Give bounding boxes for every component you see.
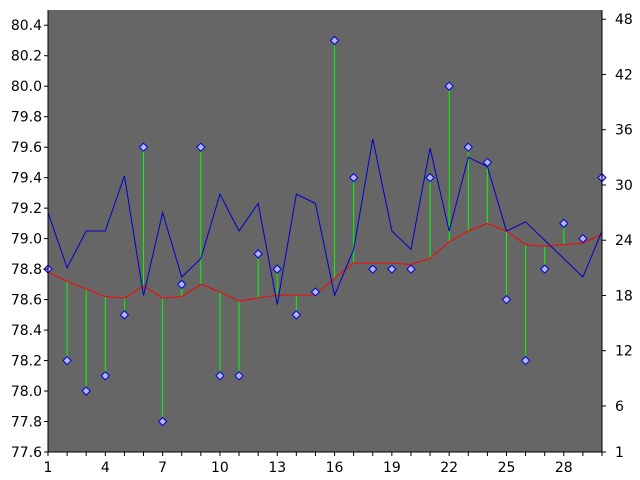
markers-group	[43, 35, 607, 427]
marker-3	[81, 386, 91, 396]
marker-7	[157, 416, 168, 427]
marker-25	[501, 294, 512, 305]
y-left-tick-label: 79.8	[11, 110, 42, 126]
x-tick-label: 22	[440, 460, 458, 476]
y-left-tick-label: 78.6	[11, 293, 42, 309]
marker-19	[387, 264, 397, 274]
y-left-tick-label: 80.2	[11, 49, 42, 65]
y-right-tick-label: 18	[615, 288, 633, 304]
marker-6	[138, 142, 149, 152]
marker-13	[272, 264, 282, 274]
marker-27	[539, 264, 550, 274]
x-tick-label: 13	[268, 460, 286, 476]
x-tick-label: 7	[158, 460, 167, 476]
marker-5	[119, 310, 130, 320]
moving-average-line	[47, 222, 603, 302]
y-right-tick-label: 12	[615, 344, 633, 360]
y-left-tick-label: 80.0	[11, 79, 42, 95]
marker-21	[425, 172, 435, 183]
y-right-tick-label: 42	[615, 67, 633, 83]
marker-23	[463, 142, 473, 152]
marker-20	[406, 264, 416, 274]
marker-11	[234, 371, 244, 381]
marker-16	[329, 35, 340, 46]
marker-14	[291, 310, 302, 320]
y-right-tick-label: 24	[615, 233, 633, 249]
y-left-tick-label: 80.4	[11, 18, 42, 34]
y-right-tick-label: 48	[615, 12, 633, 28]
x-tick-label: 25	[498, 460, 516, 476]
x-tick-label: 4	[101, 460, 110, 476]
y-left-tick-label: 78.4	[11, 323, 42, 339]
marker-8	[177, 279, 187, 290]
y-right-tick-label: 30	[615, 178, 633, 194]
marker-22	[444, 81, 454, 91]
x-tick-label: 28	[555, 460, 573, 476]
marker-17	[348, 172, 359, 183]
y-left-tick-label: 78.0	[11, 384, 42, 400]
marker-15	[310, 287, 321, 297]
y-right-tick-label: 6	[615, 399, 624, 415]
x-tick-label: 10	[211, 460, 229, 476]
marker-4	[100, 371, 111, 381]
marker-9	[196, 142, 206, 152]
marker-12	[253, 249, 263, 259]
marker-29	[578, 233, 588, 244]
y-left-tick-label: 77.6	[11, 445, 42, 461]
y-left-tick-label: 78.8	[11, 262, 42, 278]
marker-2	[62, 355, 72, 366]
marker-24	[482, 157, 493, 168]
y-left-tick-label: 79.6	[11, 140, 42, 156]
right-axis-line	[47, 138, 603, 305]
marker-18	[368, 264, 378, 274]
lines-group	[47, 138, 603, 305]
x-tick-label: 16	[326, 460, 344, 476]
x-tick-label: 19	[383, 460, 401, 476]
y-left-tick-label: 79.4	[11, 171, 42, 187]
y-left-tick-label: 79.2	[11, 201, 42, 217]
axes-group: 77.6 77.8 78.0 78.2 78.4 78.6 78.8 79.0 79.2 79.4…	[11, 12, 633, 476]
marker-10	[215, 371, 225, 381]
y-right-tick-label: 36	[615, 123, 633, 139]
marker-28	[559, 218, 569, 229]
y-right-tick-label: 1	[615, 445, 624, 461]
x-tick-label: 1	[44, 460, 53, 476]
plot-area	[48, 10, 602, 452]
y-left-tick-label: 78.2	[11, 354, 42, 370]
y-left-tick-label: 79.0	[11, 232, 42, 248]
marker-26	[520, 355, 531, 366]
y-left-tick-label: 77.8	[11, 415, 42, 431]
